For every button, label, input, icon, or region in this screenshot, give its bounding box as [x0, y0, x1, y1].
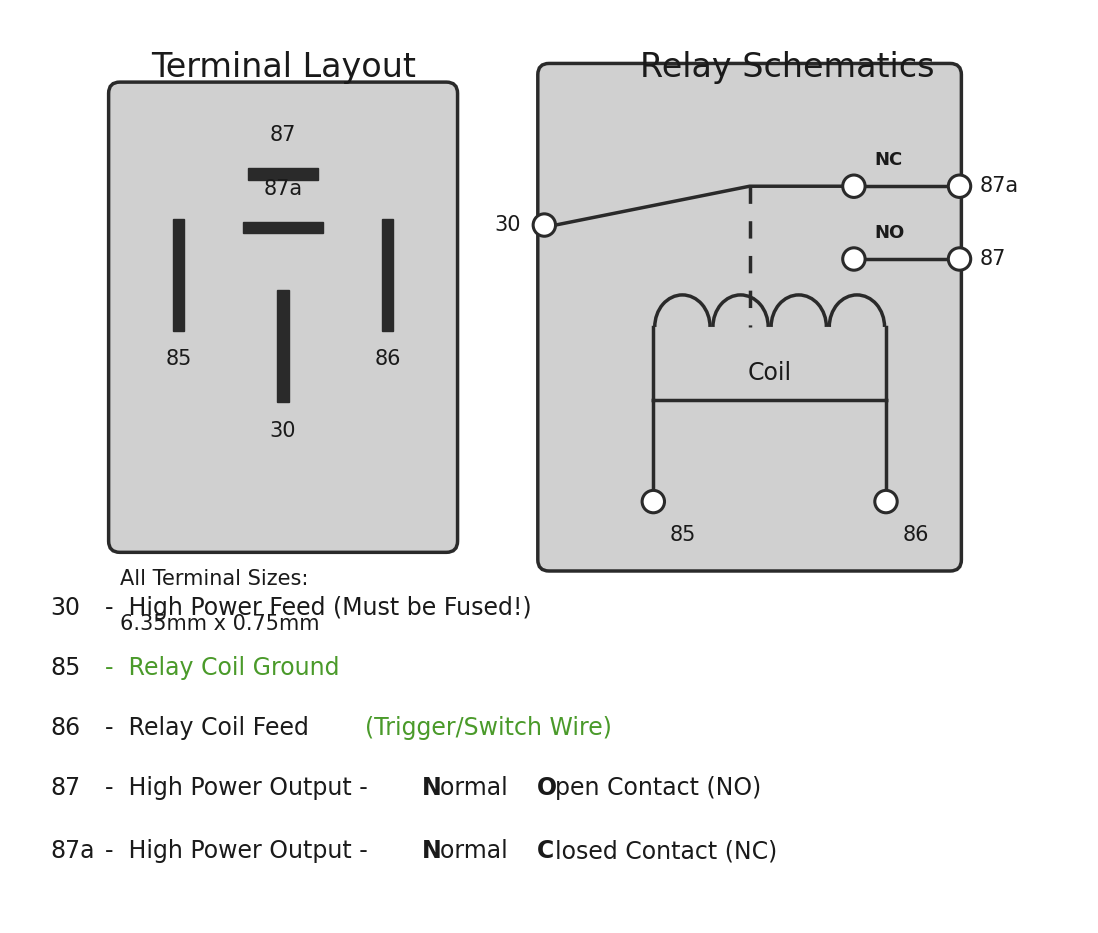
Text: 86: 86 [374, 349, 401, 369]
Text: NO: NO [874, 224, 905, 243]
Text: Relay Schematics: Relay Schematics [640, 51, 934, 84]
Text: 87: 87 [981, 249, 1007, 269]
Text: NC: NC [874, 151, 903, 170]
Bar [278, 290, 289, 402]
Text: N: N [422, 776, 441, 800]
Circle shape [842, 175, 865, 198]
Bar [173, 218, 184, 330]
Text: -  High Power Output -: - High Power Output - [105, 839, 376, 863]
Text: ormal: ormal [440, 776, 515, 800]
Bar [382, 218, 393, 330]
Text: Terminal Layout: Terminal Layout [150, 51, 415, 84]
Circle shape [949, 248, 971, 271]
Text: O: O [537, 776, 557, 800]
Text: All Terminal Sizes:: All Terminal Sizes: [120, 569, 309, 589]
FancyBboxPatch shape [538, 63, 962, 571]
Text: Coil: Coil [748, 361, 792, 384]
Text: N: N [422, 839, 441, 863]
Text: -  Relay Coil Ground: - Relay Coil Ground [105, 656, 339, 680]
Text: 30: 30 [51, 596, 80, 620]
Text: C: C [537, 839, 554, 863]
Text: -  High Power Feed (Must be Fused!): - High Power Feed (Must be Fused!) [105, 596, 531, 620]
Text: pen Contact (NO): pen Contact (NO) [554, 776, 761, 800]
Text: losed Contact (NC): losed Contact (NC) [554, 839, 777, 863]
Text: -  Relay Coil Feed: - Relay Coil Feed [105, 716, 316, 740]
Circle shape [949, 175, 971, 198]
Text: 87: 87 [270, 125, 296, 145]
FancyBboxPatch shape [109, 82, 458, 552]
Text: 85: 85 [166, 349, 192, 369]
Text: 87: 87 [51, 776, 80, 800]
Bar [248, 168, 318, 179]
Text: 6.35mm x 0.75mm: 6.35mm x 0.75mm [120, 614, 320, 634]
Text: 85: 85 [670, 525, 696, 545]
Circle shape [534, 214, 556, 236]
Text: 87a: 87a [981, 176, 1019, 196]
Text: (Trigger/Switch Wire): (Trigger/Switch Wire) [365, 716, 612, 740]
Text: 30: 30 [270, 421, 296, 441]
Bar [244, 222, 323, 233]
Text: ormal: ormal [440, 839, 515, 863]
Text: -  High Power Output -: - High Power Output - [105, 776, 376, 800]
Text: 30: 30 [494, 215, 522, 235]
Text: 86: 86 [51, 716, 80, 740]
Circle shape [842, 248, 865, 271]
Circle shape [642, 491, 664, 513]
Text: 85: 85 [51, 656, 80, 680]
Text: 86: 86 [903, 525, 929, 545]
Circle shape [875, 491, 897, 513]
Text: 87a: 87a [264, 179, 303, 199]
Text: 87a: 87a [51, 839, 94, 863]
